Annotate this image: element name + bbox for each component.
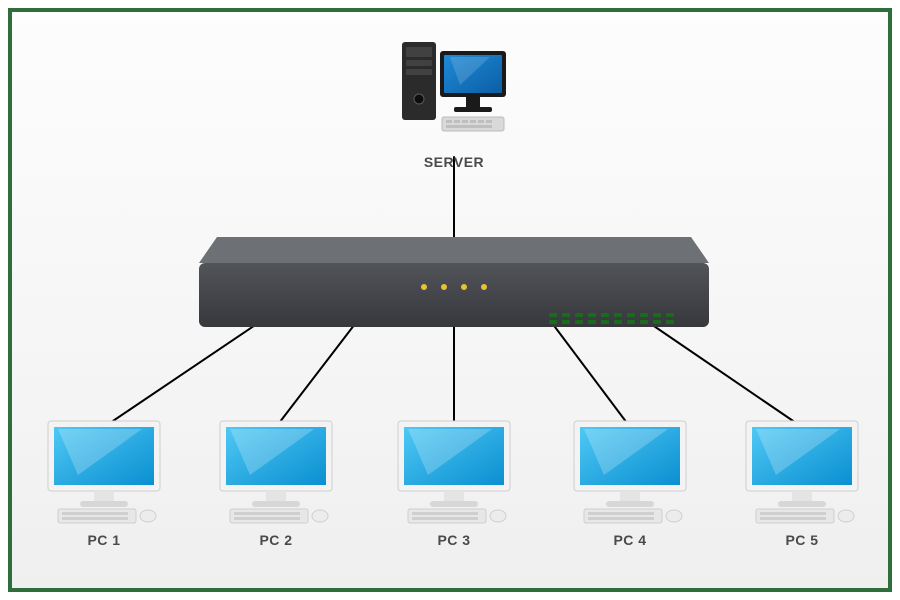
server-node — [394, 37, 514, 152]
client-pc-node — [206, 417, 346, 532]
client-pc-icon — [206, 417, 346, 527]
client-pc-label: PC 5 — [762, 532, 842, 548]
client-pc-icon — [732, 417, 872, 527]
client-pc-node — [732, 417, 872, 532]
switch-icon — [199, 237, 709, 333]
client-pc-label: PC 2 — [236, 532, 316, 548]
client-pc-label: PC 1 — [64, 532, 144, 548]
server-icon — [394, 37, 514, 147]
diagram-frame: SERVER PC 1 PC 2 — [8, 8, 892, 592]
client-pc-label: PC 3 — [414, 532, 494, 548]
client-pc-icon — [34, 417, 174, 527]
server-label: SERVER — [414, 154, 494, 170]
client-pc-node — [384, 417, 524, 532]
client-pc-node — [560, 417, 700, 532]
client-pc-icon — [560, 417, 700, 527]
client-pc-label: PC 4 — [590, 532, 670, 548]
switch-node — [199, 237, 709, 338]
diagram-stage: SERVER PC 1 PC 2 — [12, 12, 888, 588]
client-pc-icon — [384, 417, 524, 527]
client-pc-node — [34, 417, 174, 532]
